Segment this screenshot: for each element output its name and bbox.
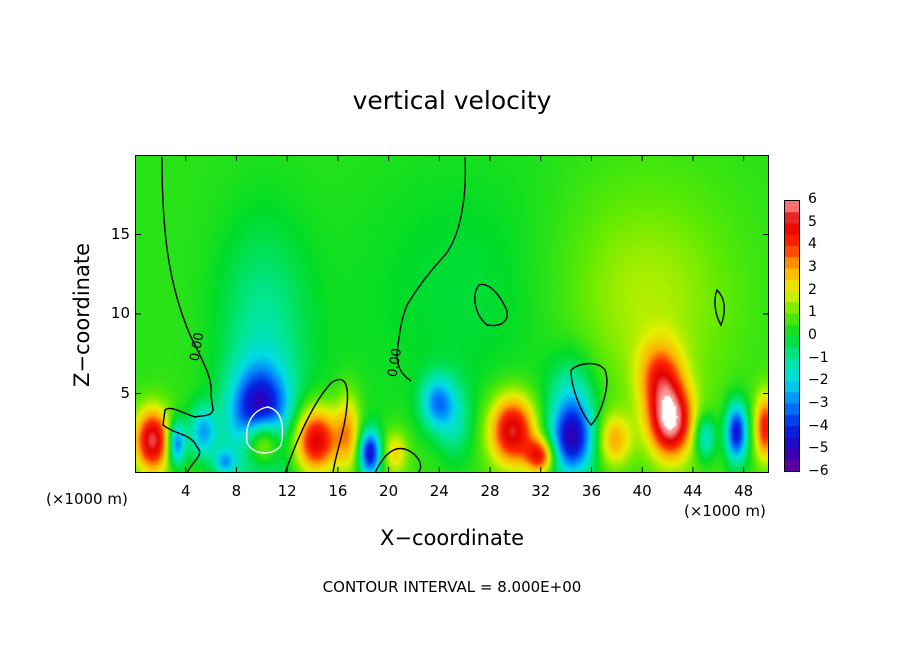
y-tick-label: 15 — [110, 224, 130, 243]
zero-contour-center — [396, 156, 467, 382]
colorbar-label: 1 — [808, 304, 817, 321]
colorbar-label: −3 — [808, 395, 829, 411]
x-tick-label: 28 — [480, 482, 500, 500]
colorbar-bin — [785, 313, 799, 326]
x-axis-label: X−coordinate — [380, 526, 524, 550]
colorbar-bin — [785, 403, 799, 416]
colorbar-bin — [785, 246, 799, 258]
x-tick-label: 12 — [277, 482, 297, 500]
contour-label: 0.00 — [385, 347, 405, 378]
colorbar-bin — [785, 201, 799, 213]
zero-contour-white-core — [245, 406, 284, 454]
colorbar-bin — [785, 459, 799, 471]
colorbar-bin — [785, 336, 799, 348]
x-unit-right: (×1000 m) — [684, 502, 766, 520]
x-tick-label: 8 — [231, 482, 242, 500]
colorbar-bin — [785, 234, 799, 247]
colorbar-label: −4 — [808, 417, 829, 434]
zero-contour-right — [714, 288, 725, 327]
colorbar-bin — [785, 358, 799, 371]
colorbar-label: −1 — [808, 349, 829, 366]
colorbar-label: 2 — [808, 281, 817, 298]
colorbar-label: 0 — [808, 327, 817, 343]
colorbar-bin — [785, 369, 799, 382]
colorbar-bin — [785, 381, 799, 393]
colorbar-label: −6 — [808, 463, 829, 479]
colorbar-bin — [785, 392, 799, 404]
x-tick-label: 40 — [632, 482, 652, 500]
chart-title: vertical velocity — [352, 86, 552, 115]
colorbar-bin — [785, 268, 799, 281]
colorbar-label: 6 — [808, 191, 817, 207]
colorbar-bin — [785, 279, 799, 292]
colorbar-label: 5 — [808, 213, 817, 230]
colorbar-bin — [785, 448, 799, 461]
colorbar-label: 4 — [808, 236, 817, 253]
zero-contour-mid-cell — [570, 362, 608, 427]
colorbar-bin — [785, 437, 799, 449]
colorbar — [784, 200, 800, 472]
colorbar-bin — [785, 291, 799, 303]
x-tick-label: 20 — [379, 482, 399, 500]
x-tick-label: 48 — [734, 482, 754, 500]
y-tick-label: 10 — [110, 304, 130, 322]
zero-contour-lower-left — [284, 378, 349, 473]
colorbar-bin — [785, 302, 799, 314]
colorbar-label: −2 — [808, 372, 829, 389]
x-unit-left: (×1000 m) — [46, 490, 128, 508]
colorbar-bin — [785, 414, 799, 427]
colorbar-label: −5 — [808, 440, 829, 457]
colorbar-bin — [785, 324, 799, 337]
zero-contour-top-cell — [474, 283, 508, 327]
contour-label: 0.00 — [188, 331, 208, 362]
contour-interval-note: CONTOUR INTERVAL = 8.000E+00 — [322, 578, 582, 596]
y-tick-label: 5 — [120, 383, 130, 402]
colorbar-bin — [785, 212, 799, 224]
zero-contour-lower-mid — [374, 448, 422, 473]
x-tick-label: 4 — [180, 482, 191, 500]
colorbar-bin — [785, 223, 799, 236]
x-tick-label: 32 — [531, 482, 551, 500]
x-tick-label: 16 — [328, 482, 348, 500]
colorbar-bin — [785, 347, 799, 359]
zero-contours — [161, 156, 725, 473]
heatmap-plot: 0.00 0.00 — [135, 155, 769, 473]
heatmap-field — [136, 156, 768, 472]
colorbar-bin — [785, 426, 799, 438]
x-tick-label: 36 — [581, 482, 602, 500]
colorbar-label: 3 — [808, 259, 817, 275]
x-tick-label: 24 — [429, 482, 449, 500]
colorbar-bin — [785, 257, 799, 269]
zero-contour-left — [161, 156, 214, 473]
x-tick-label: 44 — [683, 482, 703, 500]
